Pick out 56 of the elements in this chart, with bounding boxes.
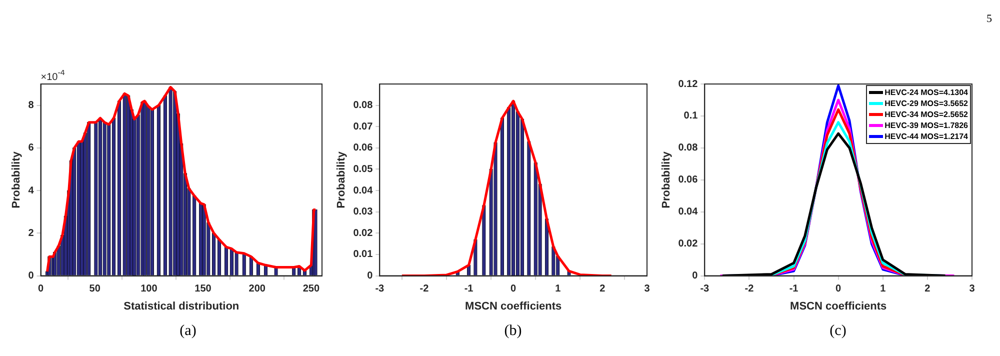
x-tick-label: 150 <box>194 284 212 295</box>
y-tick-label: 0.08 <box>353 100 374 112</box>
x-tick-label: -1 <box>464 284 474 295</box>
legend-label: HEVC-24 MOS=4.1304 <box>884 87 968 98</box>
x-tick-label: -2 <box>420 284 430 295</box>
y-tick-label: 0.06 <box>353 142 374 154</box>
y-tick-label: 2 <box>28 228 34 239</box>
x-axis-title: MSCN coefficients <box>465 300 562 312</box>
y-tick-label: 8 <box>28 100 34 112</box>
x-tick-label: 100 <box>140 284 158 295</box>
text: (a) <box>178 323 198 340</box>
x-tick-label: -3 <box>700 284 710 295</box>
y-tick-label: 0.07 <box>353 121 374 132</box>
y-tick-label: 0.03 <box>353 206 374 218</box>
y-axis-title: Probability <box>10 150 23 208</box>
legend-label: HEVC-44 MOS=1.2174 <box>884 131 968 142</box>
y-axis-title: Probability <box>660 150 673 208</box>
legend-label: HEVC-34 MOS=2.5652 <box>884 109 968 120</box>
legend-label: HEVC-29 MOS=3.5652 <box>884 98 968 109</box>
y-tick-label: 4 <box>28 185 34 196</box>
x-tick-label: -1 <box>789 284 799 295</box>
x-tick-label: 250 <box>302 284 320 295</box>
y-tick-label: 0.04 <box>353 185 374 196</box>
x-tick-label: 200 <box>248 284 266 295</box>
y-tick-label: 0.01 <box>353 249 374 260</box>
y-tick-label: 0.06 <box>678 174 698 186</box>
y-tick-label: 0.02 <box>353 228 374 239</box>
x-tick-label: 0 <box>836 284 842 295</box>
y-tick-label: 0.04 <box>678 206 698 218</box>
text: (b) <box>503 323 523 340</box>
y-tick-label: 6 <box>28 142 34 154</box>
y-tick-label: 0 <box>692 270 698 282</box>
y-tick-label: 0.05 <box>353 164 374 175</box>
x-tick-label: 2 <box>600 284 606 295</box>
y-tick-label: 0.1 <box>684 110 698 122</box>
x-tick-label: 0 <box>510 284 517 295</box>
text: 5 <box>986 13 992 25</box>
x-tick-label: 0 <box>38 284 44 295</box>
y-tick-label: 0.12 <box>678 78 698 90</box>
x-tick-label: 50 <box>89 284 101 295</box>
y-tick-label: 0 <box>367 270 374 282</box>
y-tick-label: 0 <box>28 270 34 282</box>
x-tick-label: 2 <box>924 284 931 295</box>
y-tick-label: 0.08 <box>678 142 698 154</box>
x-tick-label: -2 <box>744 284 754 295</box>
y-tick-label: 0.02 <box>678 238 698 250</box>
x-tick-label: 3 <box>644 284 650 295</box>
legend-label: HEVC-39 MOS=1.7826 <box>884 120 968 131</box>
x-tick-label: 1 <box>880 284 886 295</box>
x-tick-label: 3 <box>969 284 976 295</box>
x-axis-title: MSCN coefficients <box>790 300 887 312</box>
x-tick-label: -3 <box>375 284 385 295</box>
x-axis-title: Statistical distribution <box>124 300 240 312</box>
text: (c) <box>828 323 848 340</box>
x-tick-label: 1 <box>555 284 562 295</box>
y-axis-title: Probability <box>336 150 348 208</box>
